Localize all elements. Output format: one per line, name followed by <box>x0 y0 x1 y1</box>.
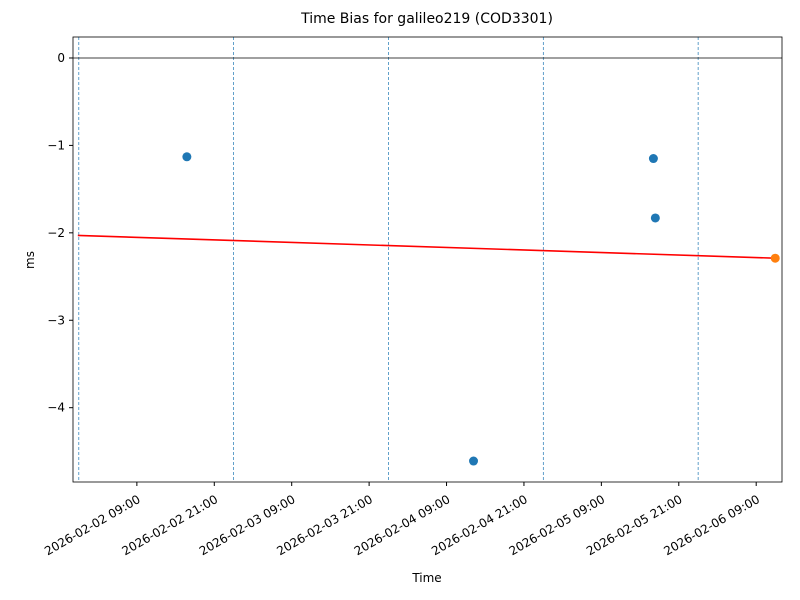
y-tick-label: 0 <box>57 51 65 65</box>
y-tick-label: −1 <box>47 138 65 152</box>
plot-frame <box>72 36 783 483</box>
point <box>650 213 660 223</box>
y-tick-label: −2 <box>47 226 65 240</box>
point <box>770 253 780 263</box>
trend-line <box>77 234 776 259</box>
x-axis-label: Time <box>411 571 441 585</box>
y-tick-label: −3 <box>47 313 65 327</box>
chart-title: Time Bias for galileo219 (COD3301) <box>300 11 553 27</box>
point <box>182 152 192 162</box>
point <box>469 456 479 466</box>
y-axis-label: ms <box>23 251 37 269</box>
point <box>648 154 658 164</box>
y-tick-label: −4 <box>47 401 65 415</box>
